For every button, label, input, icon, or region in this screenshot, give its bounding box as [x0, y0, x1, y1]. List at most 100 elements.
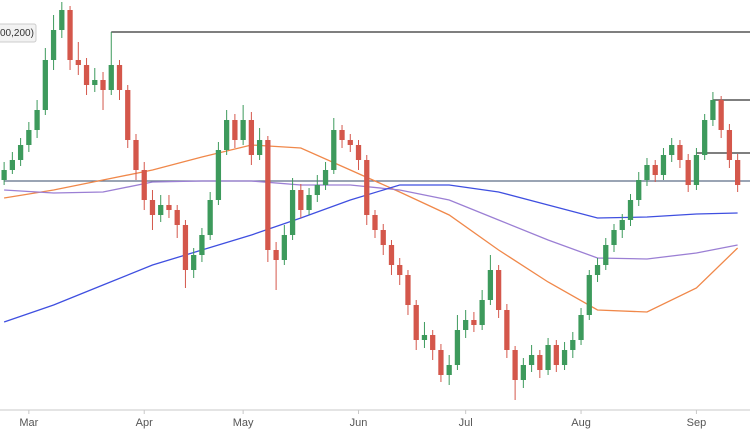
x-tick-label: Sep: [687, 417, 707, 429]
candle-body: [479, 300, 485, 325]
candle-body: [339, 130, 345, 140]
candle-body: [232, 120, 238, 140]
candle-body: [34, 110, 40, 130]
candle-body: [438, 350, 444, 375]
candle-body: [586, 275, 592, 315]
candle-body: [100, 80, 106, 90]
candle-body: [191, 255, 197, 270]
candle-body: [322, 170, 329, 185]
candle-body: [619, 220, 625, 230]
candle-body: [256, 140, 263, 155]
candle-body: [125, 90, 131, 140]
candle-body: [108, 65, 114, 90]
candle-body: [42, 60, 48, 110]
candle-body: [306, 195, 312, 210]
candle-body: [281, 235, 287, 260]
candle-body: [446, 365, 452, 375]
candle-body: [141, 170, 147, 200]
candle-body: [495, 270, 502, 310]
candle-body: [561, 350, 568, 365]
candle-body: [149, 200, 156, 215]
candle-body: [248, 120, 255, 155]
candle-body: [75, 60, 81, 65]
candle-body: [726, 130, 733, 160]
legend-box: [0, 23, 37, 43]
moving-average: [4, 180, 738, 260]
candle-body: [718, 100, 724, 130]
candle-body: [512, 350, 518, 380]
x-tick-label: May: [233, 417, 254, 429]
candle-body: [92, 80, 98, 85]
candle-body: [9, 160, 15, 170]
candle-body: [116, 65, 123, 90]
legend-text: 00,200): [0, 28, 34, 39]
candle-body: [710, 100, 716, 120]
candle-body: [347, 140, 353, 145]
candle-body: [405, 275, 411, 305]
candle-body: [677, 145, 683, 160]
candle-body: [17, 145, 24, 160]
x-tick-label: Jul: [459, 417, 473, 429]
x-tick-label: Jun: [350, 417, 368, 429]
candle-body: [265, 140, 271, 250]
candle-body: [693, 155, 700, 185]
candle-body: [627, 200, 634, 220]
candle-body: [397, 265, 403, 275]
candle-body: [355, 145, 362, 160]
candle-body: [273, 250, 279, 260]
x-tick-label: Aug: [571, 417, 591, 429]
candle-body: [669, 145, 675, 155]
candle-body: [182, 225, 189, 270]
candle-body: [537, 355, 543, 370]
candle-body: [331, 130, 337, 170]
candle-body: [471, 320, 477, 325]
x-tick-label: Apr: [136, 417, 153, 429]
x-tick-label: Mar: [19, 417, 38, 429]
candle-body: [388, 245, 395, 265]
candle-body: [50, 30, 57, 60]
candle-body: [380, 230, 386, 245]
candle-body: [487, 270, 494, 300]
candle-body: [59, 10, 65, 30]
candle-body: [636, 180, 642, 200]
candle-body: [685, 160, 691, 185]
candle-body: [240, 120, 246, 140]
candle-body: [570, 340, 576, 350]
candle-body: [553, 345, 559, 365]
candle-body: [603, 245, 609, 265]
candle-body: [174, 210, 180, 225]
candle-body: [207, 200, 213, 235]
candle-body: [421, 335, 428, 340]
candle-body: [215, 150, 222, 200]
candle-body: [199, 235, 205, 255]
candle-body: [413, 305, 419, 340]
candle-body: [520, 365, 526, 380]
candle-body: [454, 330, 461, 365]
candle-body: [430, 335, 436, 350]
candle-body: [364, 160, 370, 215]
candle-body: [83, 65, 90, 85]
candle-body: [702, 120, 708, 155]
moving-average: [3, 144, 739, 313]
candle-body: [528, 355, 535, 365]
candle-body: [224, 120, 230, 150]
candle-body: [644, 165, 650, 180]
candle-body: [594, 265, 601, 275]
candle-body: [660, 155, 667, 175]
candle-body: [611, 230, 617, 245]
candle-body: [652, 165, 658, 175]
candle-body: [133, 140, 139, 170]
candle-body: [67, 10, 73, 60]
candle-body: [26, 130, 32, 145]
candle-body: [463, 320, 469, 330]
candle-body: [1, 170, 7, 180]
candle-body: [166, 205, 172, 210]
candle-body: [735, 160, 741, 185]
candle-body: [578, 315, 584, 340]
candle-body: [372, 215, 378, 230]
candle-body: [289, 190, 296, 235]
candle-body: [158, 205, 164, 215]
candle-body: [298, 190, 304, 210]
candle-body: [545, 345, 551, 370]
